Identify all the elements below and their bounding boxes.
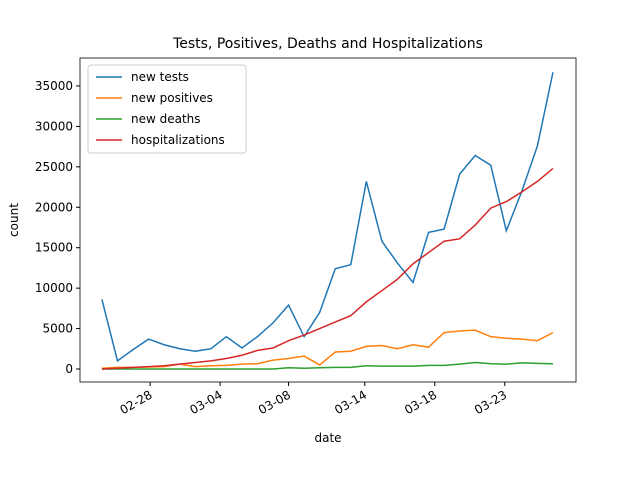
x-tick-label: 03-08 (256, 388, 293, 418)
y-axis-label: count (7, 203, 21, 237)
x-axis-label: date (314, 431, 341, 445)
line (101, 329, 554, 369)
y-tick-label: 0 (65, 362, 73, 376)
y-tick-label: 25000 (35, 160, 73, 174)
x-tick-label: 03-04 (187, 388, 224, 418)
axes-frame (79, 57, 577, 383)
legend-label: new deaths (131, 112, 201, 126)
legend-box (87, 64, 247, 154)
line (101, 361, 554, 370)
x-tick-label: 03-23 (472, 388, 509, 418)
x-tick-label: 02-28 (117, 388, 154, 418)
y-tick-label: 15000 (35, 241, 73, 255)
legend-label: hospitalizations (131, 133, 225, 147)
line (101, 167, 554, 370)
x-tick-label: 03-18 (402, 388, 439, 418)
y-tick-label: 30000 (35, 119, 73, 133)
y-tick-label: 5000 (42, 322, 73, 336)
chart-title: Tests, Positives, Deaths and Hospitaliza… (172, 36, 483, 52)
x-tick-label: 03-14 (332, 388, 369, 418)
y-tick-label: 20000 (35, 200, 73, 214)
y-tick-label: 10000 (35, 281, 73, 295)
legend-label: new tests (131, 70, 189, 84)
legend-label: new positives (131, 91, 213, 105)
line (101, 72, 554, 363)
y-tick-label: 35000 (35, 79, 73, 93)
